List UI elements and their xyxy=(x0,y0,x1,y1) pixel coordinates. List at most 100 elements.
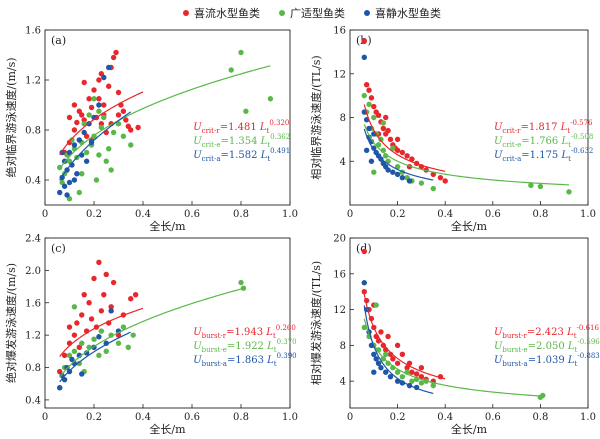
data-point xyxy=(418,373,425,380)
x-tick-label: 0.2 xyxy=(390,412,406,423)
x-tick-label: 0 xyxy=(347,209,353,220)
series-limnophilic xyxy=(57,64,112,198)
y-tick-label: 2.4 xyxy=(25,234,41,245)
y-tick-label: 8 xyxy=(340,113,346,124)
data-point xyxy=(79,371,85,377)
data-point xyxy=(406,178,413,184)
y-tick-label: 12 xyxy=(333,69,346,80)
data-point xyxy=(366,125,372,132)
data-point xyxy=(368,95,375,101)
y-tick-label: 0.4 xyxy=(25,176,41,187)
fit-curve-rheophilic xyxy=(363,294,446,380)
x-tick-label: 0.6 xyxy=(184,209,200,220)
y-tick-label: 2.0 xyxy=(25,266,41,277)
data-point xyxy=(363,147,370,154)
data-point xyxy=(378,329,384,335)
data-point xyxy=(366,87,372,93)
x-tick-label: 0.4 xyxy=(437,412,453,423)
data-point xyxy=(96,152,102,158)
data-point xyxy=(83,158,90,164)
data-point xyxy=(108,304,114,310)
data-point xyxy=(71,142,78,148)
x-tick-label: 1.0 xyxy=(580,209,596,220)
data-point xyxy=(368,158,375,164)
data-point xyxy=(74,119,80,126)
data-point xyxy=(86,112,92,118)
data-point xyxy=(96,102,102,108)
x-axis-label: 全长/m xyxy=(149,219,186,233)
legend-item-limnophilic: 喜静水型鱼类 xyxy=(364,6,441,20)
y-tick-label: 8 xyxy=(340,341,346,352)
data-point xyxy=(115,89,122,96)
data-point xyxy=(120,324,127,330)
fit-curve-rheophilic xyxy=(59,91,144,156)
data-point xyxy=(96,108,102,114)
series-rheophilic xyxy=(361,38,448,184)
data-point xyxy=(430,171,436,178)
data-point xyxy=(86,300,92,306)
data-point xyxy=(430,185,436,192)
data-point xyxy=(380,356,387,362)
data-point xyxy=(413,371,420,377)
data-point xyxy=(83,149,90,156)
data-point xyxy=(71,332,78,338)
fit-curve-limnophilic xyxy=(363,305,434,395)
data-point xyxy=(130,332,136,338)
data-point xyxy=(106,83,112,89)
data-point xyxy=(361,54,367,61)
panel-label: (d) xyxy=(356,242,372,255)
data-point xyxy=(76,137,83,143)
data-point xyxy=(76,360,83,367)
data-point xyxy=(128,127,134,133)
data-point xyxy=(132,291,139,298)
y-axis-label: 绝对爆发游泳速度/(m/s) xyxy=(4,263,18,383)
data-point xyxy=(404,153,410,159)
data-point xyxy=(390,169,396,175)
data-point xyxy=(106,64,112,71)
data-point xyxy=(91,336,97,342)
y-tick-label: 0.8 xyxy=(25,363,41,374)
fit-curve-eurytopic xyxy=(59,287,244,378)
data-point xyxy=(74,171,80,177)
data-point xyxy=(81,129,87,136)
data-point xyxy=(361,92,367,99)
data-point xyxy=(57,189,63,196)
fit-equation-eurytopic: Uburst-e=1.922 Lt0.370 xyxy=(193,338,296,354)
data-point xyxy=(66,324,73,330)
data-point xyxy=(375,347,382,353)
data-point xyxy=(380,120,387,126)
data-point xyxy=(101,74,107,81)
x-tick-label: 0.6 xyxy=(485,209,501,220)
data-point xyxy=(123,117,129,123)
fit-equation-limnophilic: Ucrit-a=1.175 Lt-0.632 xyxy=(494,147,593,163)
y-tick-label: 16 xyxy=(333,26,346,37)
data-point xyxy=(103,348,109,355)
x-axis-label: 全长/m xyxy=(451,219,488,233)
data-point xyxy=(399,380,406,386)
data-point xyxy=(418,380,425,386)
data-point xyxy=(66,114,73,121)
data-point xyxy=(108,308,114,314)
x-tick-label: 0 xyxy=(347,412,353,423)
data-point xyxy=(101,102,107,108)
data-point xyxy=(103,271,109,278)
data-point xyxy=(93,177,100,183)
x-tick-label: 1.0 xyxy=(282,209,298,220)
fit-equation-limnophilic: Uburst-a=1.863 Lt0.390 xyxy=(193,352,296,368)
x-tick-label: 0.8 xyxy=(233,209,249,220)
fit-equation-eurytopic: Uburst-e=2.050 Lt-0.596 xyxy=(494,338,600,354)
x-tick-label: 0.8 xyxy=(233,412,249,423)
data-point xyxy=(57,368,63,375)
data-point xyxy=(540,392,546,399)
data-point xyxy=(106,146,112,152)
x-tick-label: 0.2 xyxy=(86,209,102,220)
y-tick-label: 0.8 xyxy=(25,126,41,137)
data-point xyxy=(394,369,401,375)
data-point xyxy=(61,352,68,359)
panel-label: (a) xyxy=(51,34,66,47)
data-point xyxy=(98,121,105,127)
y-axis-label: 相对临界游泳速度/(TL/s) xyxy=(309,55,323,179)
data-point xyxy=(373,302,379,308)
data-point xyxy=(96,77,102,83)
